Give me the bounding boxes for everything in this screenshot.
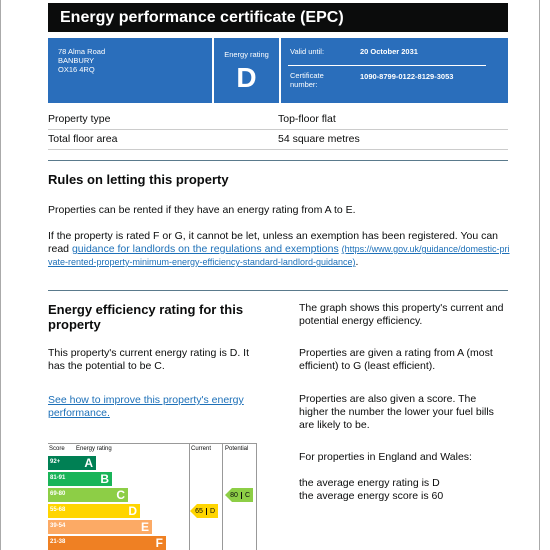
band-score: 39-54 — [50, 523, 66, 529]
property-value: Top-floor flat — [278, 113, 336, 125]
potential-rating: 80 C — [225, 488, 253, 502]
current-rating: 65 D — [190, 504, 218, 518]
section-title: Energy efficiency rating for this proper… — [48, 302, 244, 332]
property-label: Total floor area — [48, 133, 118, 145]
chart-header: Potential — [225, 446, 249, 452]
paragraph: Properties are given a rating from A (mo… — [299, 347, 493, 372]
property-value: 54 square metres — [278, 133, 360, 145]
rule — [48, 129, 508, 130]
paragraph: This property's current energy rating is… — [48, 347, 249, 372]
valid-label: Valid until: — [290, 47, 325, 56]
summary-box: 78 Alma Road BANBURY OX16 4RQ Energy rat… — [48, 38, 508, 103]
current-score: 65 — [195, 507, 203, 515]
divider — [212, 38, 214, 103]
address-line: OX16 4RQ — [58, 65, 95, 74]
paragraph: the average energy score is 60 — [299, 490, 444, 502]
band-letter: A — [84, 456, 93, 470]
rule — [48, 160, 508, 161]
chart-rule — [48, 443, 256, 444]
current-letter: D — [205, 507, 215, 515]
rating-band: 21-38 F — [48, 536, 166, 550]
band-letter: B — [100, 472, 109, 486]
band-score: 69-80 — [50, 491, 66, 497]
potential-letter: C — [240, 491, 250, 499]
chart-header: Energy rating — [76, 446, 112, 452]
rating-label: Energy rating — [224, 50, 269, 59]
rating-band: 39-54 E — [48, 520, 152, 534]
band-score: 21-38 — [50, 539, 66, 545]
text: If the property is rated F or G, it cann… — [48, 230, 499, 255]
paragraph: For properties in England and Wales: — [299, 451, 472, 463]
chart-rule — [189, 443, 190, 550]
link[interactable]: See how to improve this property's energ… — [48, 394, 244, 419]
paragraph: The graph shows this property's current … — [299, 302, 504, 327]
chart-rule — [222, 443, 223, 550]
paragraph: Properties are also given a score. The h… — [299, 393, 494, 431]
text: . — [355, 256, 359, 268]
url[interactable]: (https://www.gov.uk/guidance/domestic-pr… — [48, 244, 510, 267]
potential-score: 80 — [230, 491, 238, 499]
paragraph: If the property is rated F or G, it cann… — [48, 230, 510, 269]
band-letter: D — [128, 504, 137, 518]
paragraph: the average energy rating is D — [299, 477, 440, 489]
title-bar: Energy performance certificate (EPC) — [48, 3, 508, 32]
band-letter: E — [140, 520, 149, 534]
rule — [48, 149, 508, 150]
paragraph: Properties can be rented if they have an… — [48, 204, 356, 216]
band-score: 55-68 — [50, 507, 66, 513]
link[interactable]: guidance for landlords on the regulation… — [71, 243, 339, 255]
section-title: Rules on letting this property — [48, 172, 229, 187]
valid-value: 20 October 2031 — [360, 47, 418, 56]
title: Energy performance certificate (EPC) — [60, 9, 344, 26]
band-letter: C — [116, 488, 125, 502]
rule — [48, 290, 508, 291]
address-line: BANBURY — [58, 56, 95, 65]
property-label: Property type — [48, 113, 111, 125]
rating-band: 69-80 C — [48, 488, 128, 502]
certificate-label: Certificate number: — [290, 71, 324, 89]
rating: D — [236, 62, 257, 93]
rating-band: 81-91 B — [48, 472, 112, 486]
address: 78 Alma Road BANBURY OX16 4RQ — [58, 47, 105, 74]
chart-header: Score — [49, 446, 65, 452]
divider — [279, 38, 281, 103]
rating-band: 92+ A — [48, 456, 96, 470]
address-line: 78 Alma Road — [58, 47, 106, 56]
band-score: 92+ — [50, 459, 61, 465]
chart-rule — [256, 443, 257, 550]
band-letter: F — [155, 536, 163, 550]
certificate-number: 1090-8799-0122-8129-3053 — [360, 72, 454, 81]
chart-header: Current — [191, 446, 212, 452]
certificate-label-line: number: — [290, 80, 318, 89]
band-score: 81-91 — [50, 475, 66, 481]
certificate-label-line: Certificate — [290, 71, 324, 80]
divider — [288, 65, 486, 66]
rating-band: 55-68 D — [48, 504, 140, 518]
